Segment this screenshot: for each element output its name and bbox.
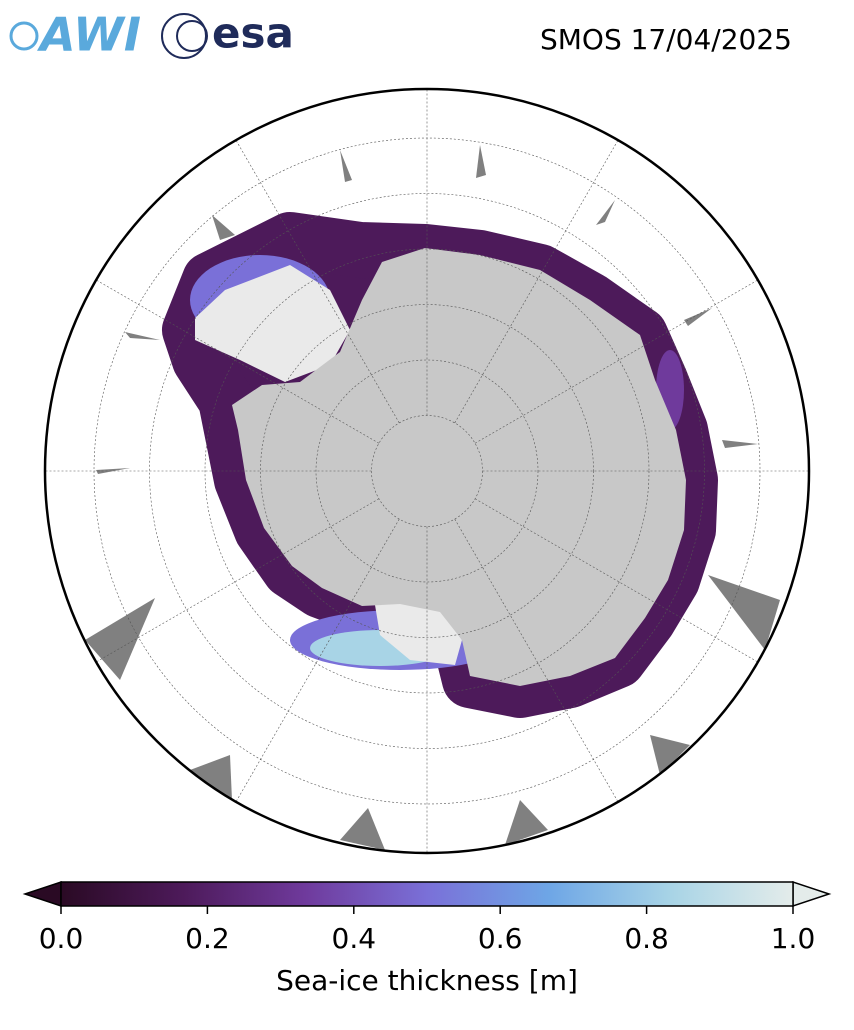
logo-text: AWI xyxy=(37,8,141,62)
map xyxy=(45,89,809,853)
map-border xyxy=(43,87,811,855)
meridian xyxy=(96,498,380,663)
meridian xyxy=(474,498,758,663)
latitude-circle xyxy=(260,304,594,638)
meridian xyxy=(474,279,758,444)
awi-logo: AWI xyxy=(9,8,141,62)
latitude-circle xyxy=(204,248,650,694)
colorbar-bar xyxy=(60,881,794,907)
logo-text: esa xyxy=(212,9,294,58)
meridian xyxy=(235,518,400,802)
colorbar-extend-high xyxy=(792,880,832,908)
meridian xyxy=(235,140,400,424)
colorbar-tick-label: 1.0 xyxy=(771,922,816,955)
colorbar-tick-label: 0.2 xyxy=(185,922,230,955)
colorbar xyxy=(22,880,832,914)
meridian xyxy=(96,279,380,444)
meridian xyxy=(454,140,619,424)
colorbar-tick-label: 0.6 xyxy=(478,922,523,955)
colorbar-extend-low xyxy=(22,880,62,908)
esa-logo: esa xyxy=(161,9,294,59)
ice-shelf xyxy=(195,265,462,665)
meridian xyxy=(454,518,619,802)
antarctica xyxy=(232,248,686,686)
ocean-mask xyxy=(85,145,780,850)
latitude-circle xyxy=(315,359,539,583)
graticule xyxy=(45,89,809,853)
colorbar-tick-label: 0.0 xyxy=(39,922,84,955)
colorbar-tick-label: 0.4 xyxy=(332,922,377,955)
map-title: SMOS 17/04/2025 xyxy=(540,23,792,56)
colorbar-label: Sea-ice thickness [m] xyxy=(276,964,578,997)
colorbar-tick-label: 0.8 xyxy=(624,922,669,955)
